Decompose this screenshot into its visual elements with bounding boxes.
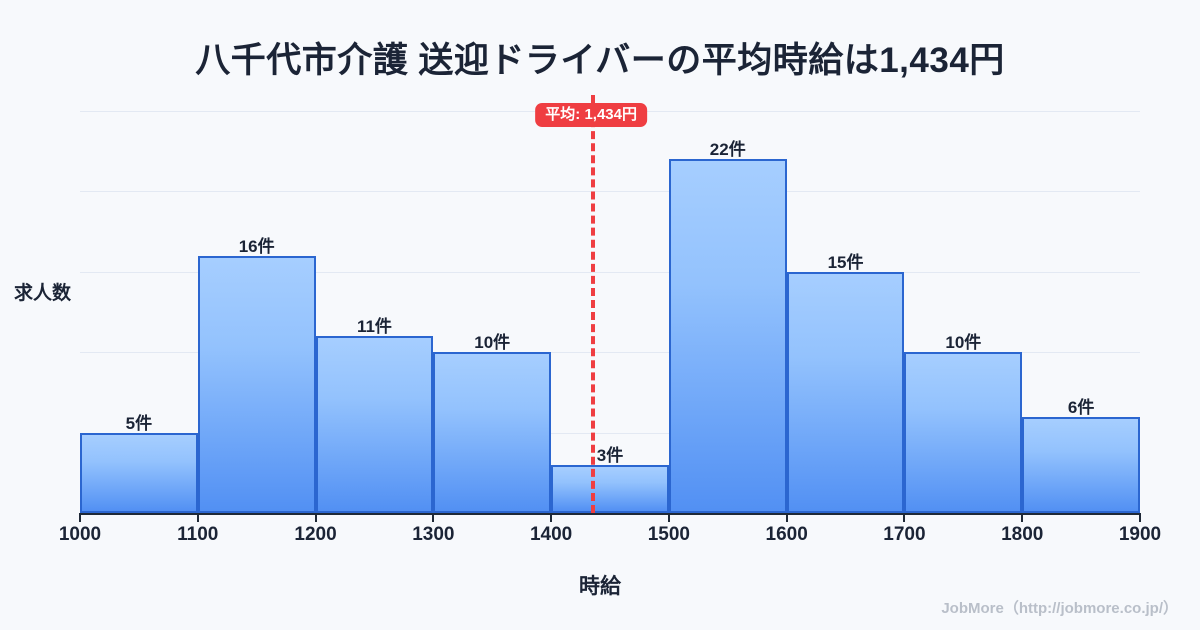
bar-value-label: 15件: [827, 252, 864, 272]
x-axis-line: [80, 513, 1140, 515]
x-tick-mark: [1021, 513, 1024, 522]
bar-value-label: 6件: [1067, 397, 1095, 417]
chart-title: 八千代市介護 送迎ドライバーの平均時給は1,434円: [195, 41, 1005, 80]
x-tick-label: 1300: [412, 524, 455, 545]
x-tick-mark: [1139, 513, 1141, 522]
x-tick-mark: [314, 513, 317, 522]
x-tick-mark: [667, 513, 670, 522]
watermark: JobMore（http://jobmore.co.jp/）: [941, 600, 1178, 617]
bar[interactable]: [1022, 416, 1140, 513]
gridline: [80, 432, 1140, 434]
x-tick-mark: [432, 513, 435, 522]
bar-value-label: 11件: [356, 317, 392, 337]
y-axis-title: 求人数: [14, 283, 72, 304]
bar[interactable]: [197, 255, 316, 513]
x-tick-label: 1500: [647, 524, 691, 545]
bar-value-label: 10件: [945, 333, 982, 353]
x-tick-label: 1900: [1118, 524, 1162, 545]
gridline: [80, 271, 1140, 273]
x-tick-mark: [785, 513, 788, 522]
bar-value-label: 16件: [238, 236, 275, 256]
x-tick-mark: [550, 513, 553, 522]
bar[interactable]: [668, 159, 787, 513]
plot-area: 5件 16件 11件 10件 3件 22件 15件 10件 6件: [80, 95, 1140, 513]
bar-value-label: 10件: [474, 333, 511, 353]
gridline: [80, 352, 1140, 354]
x-tick-mark: [79, 513, 81, 522]
x-tick-label: 1200: [294, 524, 337, 545]
bar[interactable]: [315, 336, 434, 513]
average-badge: 平均: 1,434円: [535, 103, 647, 127]
x-tick-label: 1400: [529, 524, 573, 545]
x-axis-title: 時給: [579, 575, 621, 598]
x-tick-label: 1600: [765, 524, 808, 545]
x-tick-mark: [196, 513, 199, 522]
bar[interactable]: [551, 464, 669, 513]
bar[interactable]: [433, 352, 552, 513]
bar[interactable]: [80, 432, 198, 513]
bar-value-label: 5件: [125, 413, 153, 433]
average-line: [591, 95, 596, 513]
bar-value-label: 22件: [709, 140, 746, 160]
gridline: [80, 191, 1140, 193]
x-tick-label: 1100: [177, 524, 219, 545]
x-tick-label: 1000: [58, 524, 102, 545]
bar-value-label: 3件: [596, 445, 624, 465]
bar[interactable]: [786, 271, 905, 513]
x-tick-mark: [903, 513, 906, 522]
x-tick-label: 1800: [1001, 524, 1044, 545]
x-tick-label: 1700: [883, 524, 926, 545]
bar[interactable]: [904, 352, 1023, 513]
